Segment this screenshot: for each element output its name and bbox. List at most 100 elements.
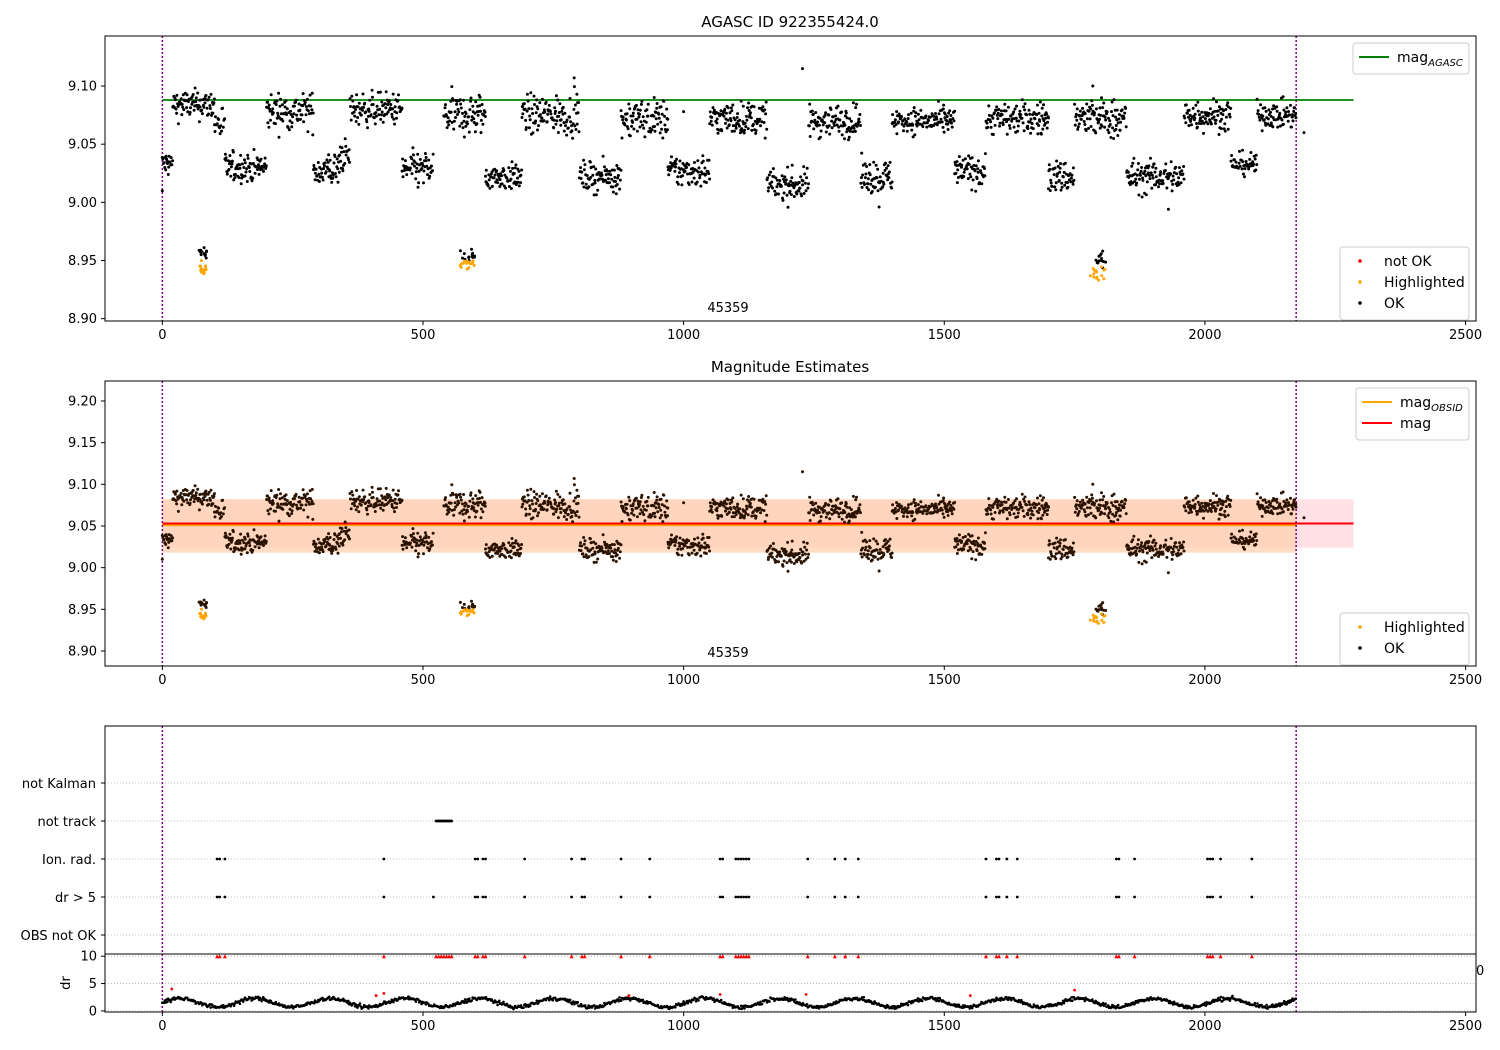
flag-point [1005,895,1009,899]
ok-point [1006,105,1010,109]
ok-point [657,506,661,509]
ok-point [467,504,471,508]
ok-point [1178,166,1181,170]
ok-point [883,168,887,172]
ok-point [818,135,822,139]
ok-point [510,160,514,164]
ok-point [771,542,775,545]
ok-point [1255,492,1259,496]
legend-label-subscript: OBSID [1431,403,1463,414]
ok-point [504,186,508,190]
ok-point [996,117,1000,121]
ok-point [913,133,917,137]
ok-point [194,100,198,103]
ok-point [703,541,707,545]
ok-point [363,495,367,499]
ok-point [1254,168,1258,172]
ok-point [1238,529,1241,533]
ok-point [536,514,539,518]
ok-point [1201,504,1205,508]
ok-point [209,488,213,492]
ok-point [517,554,521,558]
ok-point [834,114,837,118]
ok-point [823,113,827,117]
ok-point [812,127,816,131]
ok-point [1087,513,1090,517]
ok-point [444,103,447,107]
ok-point [687,163,691,167]
highlighted-point [1097,278,1100,282]
ok-point [859,124,862,127]
ok-point [402,169,406,172]
ok-point [278,104,282,108]
ok-point [891,503,895,507]
legend-dot-swatch [1358,280,1362,284]
ok-point [1052,546,1056,550]
ok-point [383,102,387,106]
ok-point [628,107,632,111]
ok-point [890,180,894,184]
flag-point [736,895,740,899]
ok-point [747,101,751,105]
ok-point [955,537,959,540]
ok-point [466,510,469,513]
ok-point [998,121,1002,125]
ok-point [777,192,780,196]
ok-point [1280,507,1284,511]
ok-point [1263,106,1267,110]
ok-point [802,165,806,169]
dr-point [186,996,189,1000]
ok-point [788,189,792,193]
ok-point [582,168,586,172]
ok-point [673,544,677,547]
ok-point [712,108,716,112]
ok-point [546,112,550,116]
ok-point [955,181,959,185]
ok-point [955,552,959,555]
ok-point [531,112,535,115]
ok-point [339,159,343,163]
ok-point [687,539,691,543]
ok-point [681,174,684,178]
ok-point [357,122,361,126]
ok-point [771,186,774,190]
ok-point [431,531,435,535]
ok-point [371,103,375,106]
ok-point [654,111,658,114]
ok-point [400,498,404,502]
ok-point [673,169,677,173]
ok-point [484,174,487,178]
ok-point [1098,604,1102,607]
ok-point [1302,516,1306,520]
ok-point [1177,176,1181,180]
ok-point [1088,506,1092,510]
ok-point [1257,112,1261,116]
ok-point [875,548,879,552]
ok-point [527,107,531,111]
ok-point [726,106,730,110]
ok-point [538,503,542,507]
ok-point [815,511,819,515]
ok-point [483,115,487,118]
dr-point [342,997,345,1001]
ok-point [1145,180,1149,184]
ok-point [966,549,970,553]
ok-point [559,118,563,122]
ok-point [1222,500,1225,504]
ok-point [692,176,696,180]
flag-point [1219,895,1222,899]
legend-label-subscript: AGASC [1427,58,1463,69]
ok-point [238,163,242,167]
ok-point [730,129,734,133]
ok-point [911,123,915,127]
ok-point [445,126,449,130]
ok-point [289,113,293,116]
highlighted-point [470,261,474,265]
ok-point [640,99,644,103]
ok-point [1027,500,1031,504]
ok-point [1075,118,1079,122]
ok-point [464,502,468,506]
ok-point [801,470,804,474]
ok-point [1123,502,1127,506]
x-tick-label: 2500 [1449,328,1482,343]
